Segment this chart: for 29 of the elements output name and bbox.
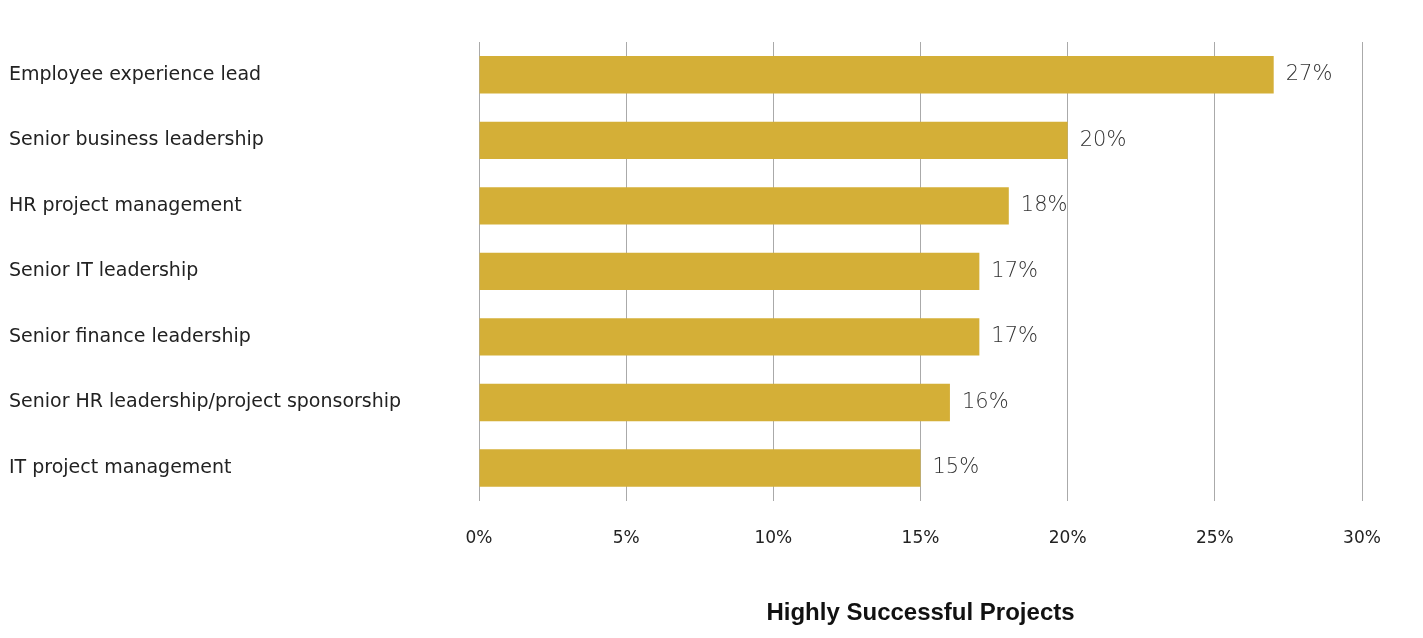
bar xyxy=(479,56,1274,94)
y-tick-label: HR project management xyxy=(9,192,242,215)
x-tick-label: 5% xyxy=(612,527,640,548)
x-tick-label: 15% xyxy=(901,527,940,548)
data-label: 15% xyxy=(932,454,980,479)
x-tick-label: 10% xyxy=(754,527,793,548)
y-tick-label: IT project management xyxy=(9,454,232,477)
data-label: 27% xyxy=(1285,61,1333,86)
data-label: 17% xyxy=(991,257,1039,282)
data-label: 16% xyxy=(961,388,1009,413)
bar xyxy=(479,383,950,422)
bar xyxy=(479,449,921,487)
x-tick-label: 25% xyxy=(1195,527,1234,548)
bar xyxy=(479,318,980,356)
data-label: 17% xyxy=(991,323,1039,348)
y-tick-label: Senior HR leadership/project sponsorship xyxy=(9,389,402,412)
y-tick-label: Employee experience lead xyxy=(9,61,262,84)
data-label: 18% xyxy=(1020,192,1068,217)
x-tick-label: 20% xyxy=(1048,527,1087,548)
x-tick-label: 0% xyxy=(465,527,493,548)
bar xyxy=(479,252,980,291)
data-label: 20% xyxy=(1079,126,1127,151)
x-axis-title: Highly Successful Projects xyxy=(766,598,1075,626)
bar xyxy=(479,121,1068,159)
bar xyxy=(479,187,1009,225)
y-tick-label: Senior finance leadership xyxy=(9,323,251,346)
x-tick-label: 30% xyxy=(1343,527,1381,548)
y-tick-label: Senior IT leadership xyxy=(9,258,199,281)
y-tick-label: Senior business leadership xyxy=(9,127,264,150)
